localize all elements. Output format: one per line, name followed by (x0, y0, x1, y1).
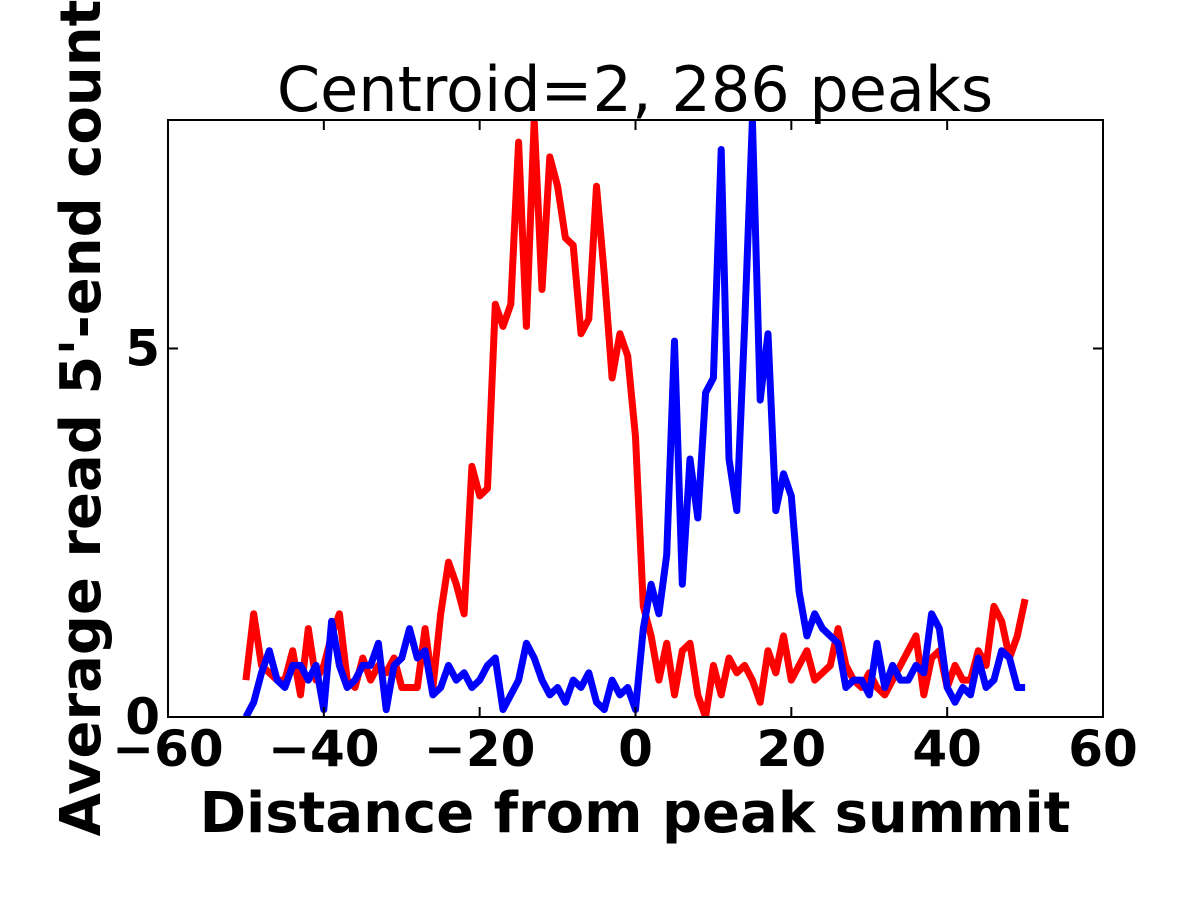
y-tick-label: 0 (125, 688, 160, 746)
ticks-layer: −60 −40 −20 0 20 40 60 0 5 (112, 120, 1138, 778)
x-tick-label: 0 (618, 720, 653, 778)
x-tick-label: 60 (1068, 720, 1138, 778)
series-layer (242, 120, 1029, 717)
x-tick-label: 20 (757, 720, 827, 778)
plot-area-frame (167, 119, 1104, 718)
x-tick-label: −40 (268, 720, 379, 778)
y-tick-label: 5 (125, 319, 160, 377)
x-axis-label: Distance from peak summit (200, 781, 1071, 846)
x-tick-label: −20 (424, 720, 535, 778)
x-tick-label: 40 (912, 720, 982, 778)
y-axis-label: Average read 5'-end count (49, 0, 114, 836)
x-tick-label: −60 (112, 720, 223, 778)
chart-title: Centroid=2, 286 peaks (277, 53, 993, 126)
series-line-1 (242, 120, 1029, 717)
